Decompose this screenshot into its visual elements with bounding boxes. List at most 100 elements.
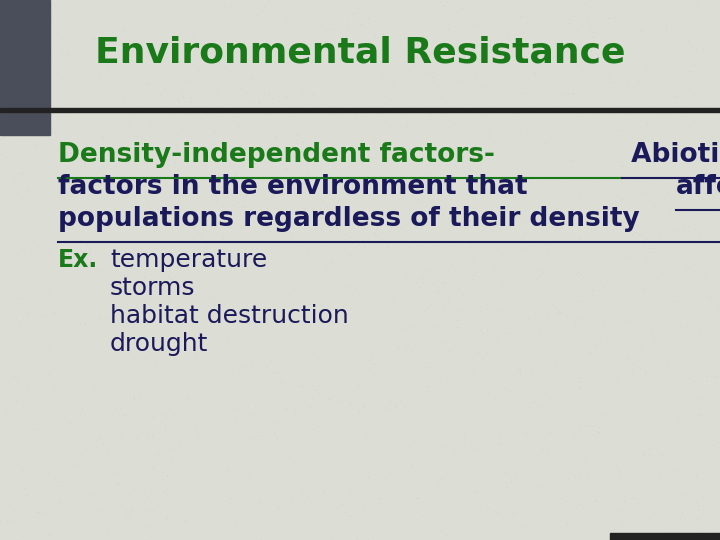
Point: [439, 279, 451, 288]
Point: [12, 23, 23, 31]
Point: [451, 75, 463, 84]
Point: [183, 294, 194, 303]
Point: [61, 531, 73, 539]
Point: [531, 77, 542, 86]
Point: [125, 518, 137, 527]
Point: [120, 151, 131, 160]
Point: [484, 359, 495, 367]
Point: [55, 430, 66, 438]
Point: [516, 38, 527, 47]
Point: [562, 209, 574, 218]
Point: [280, 491, 292, 500]
Point: [531, 0, 543, 6]
Point: [237, 148, 248, 157]
Point: [222, 481, 233, 489]
Point: [31, 366, 42, 374]
Point: [122, 346, 134, 354]
Point: [185, 482, 197, 491]
Bar: [610, 533, 720, 540]
Point: [589, 502, 600, 510]
Point: [523, 488, 535, 497]
Point: [253, 45, 265, 54]
Point: [172, 40, 184, 49]
Point: [9, 255, 21, 264]
Point: [285, 282, 297, 291]
Point: [245, 221, 256, 230]
Point: [574, 140, 585, 149]
Point: [588, 448, 600, 457]
Point: [428, 389, 440, 398]
Point: [556, 89, 567, 97]
Point: [556, 202, 567, 211]
Point: [337, 305, 348, 314]
Point: [585, 352, 597, 360]
Point: [97, 170, 109, 178]
Point: [670, 435, 682, 444]
Point: [557, 499, 569, 508]
Point: [32, 482, 43, 491]
Point: [509, 397, 521, 406]
Point: [85, 254, 96, 262]
Point: [713, 81, 720, 90]
Point: [310, 329, 322, 338]
Point: [79, 320, 91, 328]
Point: [503, 361, 515, 369]
Point: [676, 186, 688, 194]
Point: [70, 413, 81, 422]
Point: [454, 505, 466, 514]
Point: [4, 531, 16, 539]
Point: [114, 252, 126, 261]
Point: [0, 60, 12, 69]
Point: [226, 420, 238, 428]
Point: [78, 188, 89, 197]
Point: [619, 149, 631, 158]
Point: [368, 177, 379, 186]
Point: [126, 395, 138, 404]
Point: [73, 99, 84, 108]
Point: [522, 252, 534, 261]
Point: [31, 140, 42, 149]
Point: [371, 231, 382, 240]
Point: [466, 43, 477, 51]
Point: [482, 391, 494, 400]
Point: [145, 123, 156, 131]
Point: [304, 428, 315, 436]
Point: [423, 418, 434, 427]
Point: [48, 273, 59, 281]
Point: [158, 180, 170, 189]
Point: [539, 127, 550, 136]
Point: [572, 420, 584, 428]
Point: [559, 171, 570, 180]
Point: [659, 265, 670, 274]
Point: [423, 194, 434, 202]
Point: [272, 407, 284, 415]
Point: [414, 368, 426, 377]
Point: [603, 318, 615, 327]
Point: [261, 396, 273, 405]
Point: [351, 492, 362, 501]
Point: [672, 413, 683, 422]
Point: [404, 391, 415, 400]
Point: [215, 387, 226, 396]
Point: [464, 134, 475, 143]
Point: [324, 505, 336, 514]
Point: [96, 468, 107, 476]
Point: [359, 359, 370, 368]
Point: [452, 305, 464, 313]
Point: [568, 327, 580, 336]
Point: [154, 91, 166, 99]
Point: [588, 424, 599, 433]
Point: [502, 328, 513, 337]
Point: [211, 29, 222, 38]
Point: [469, 488, 480, 497]
Point: [626, 45, 637, 54]
Point: [258, 443, 269, 452]
Point: [472, 279, 484, 288]
Point: [224, 144, 235, 152]
Point: [320, 271, 331, 279]
Point: [386, 515, 397, 523]
Point: [32, 124, 43, 133]
Point: [678, 114, 690, 123]
Point: [260, 433, 271, 442]
Point: [452, 334, 464, 343]
